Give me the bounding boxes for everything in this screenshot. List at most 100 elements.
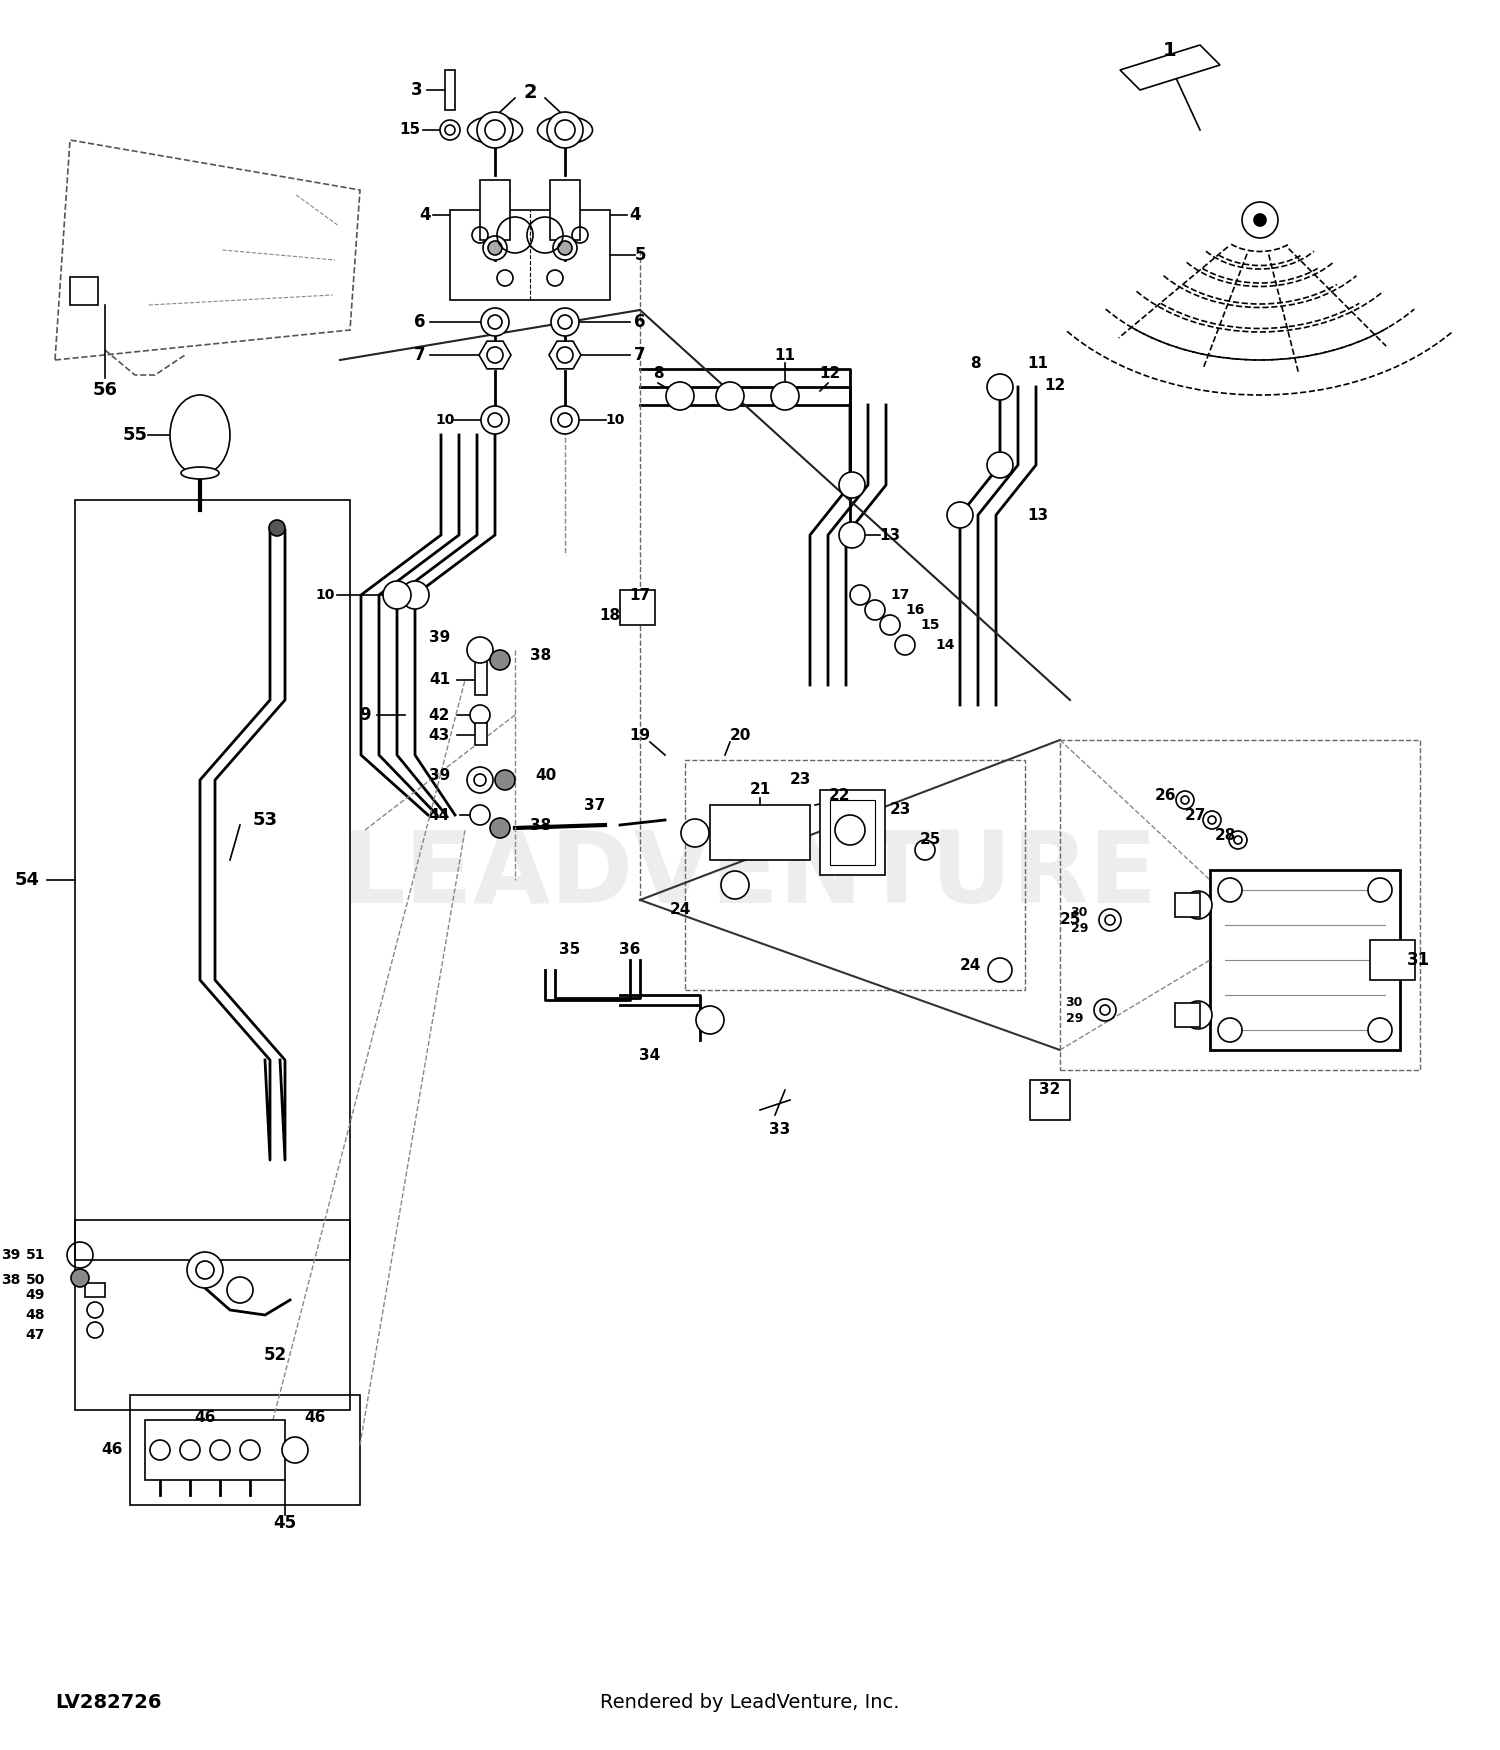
Text: 41: 41 <box>429 672 450 688</box>
Bar <box>130 1395 360 1505</box>
Bar <box>1030 1080 1069 1120</box>
Text: 8: 8 <box>652 366 663 380</box>
Bar <box>75 500 350 1260</box>
Text: 52: 52 <box>264 1346 286 1363</box>
Text: 33: 33 <box>770 1122 790 1138</box>
Circle shape <box>987 374 1012 401</box>
Text: 45: 45 <box>273 1514 297 1531</box>
Text: Rendered by LeadVenture, Inc.: Rendered by LeadVenture, Inc. <box>600 1692 900 1712</box>
Bar <box>75 1220 350 1411</box>
Text: 16: 16 <box>906 604 924 618</box>
Circle shape <box>1254 214 1266 226</box>
Circle shape <box>70 1269 88 1286</box>
Circle shape <box>771 382 800 410</box>
Text: 38: 38 <box>0 1272 20 1286</box>
Circle shape <box>382 581 411 609</box>
Circle shape <box>716 382 744 410</box>
Bar <box>1174 892 1200 917</box>
Text: 4: 4 <box>419 206 430 224</box>
Text: 46: 46 <box>304 1409 326 1424</box>
Bar <box>686 760 1024 990</box>
Circle shape <box>850 584 870 605</box>
Bar <box>476 660 488 695</box>
Text: 18: 18 <box>600 607 621 623</box>
Text: 22: 22 <box>830 788 850 803</box>
Text: 25: 25 <box>920 833 940 847</box>
Text: 9: 9 <box>358 705 370 724</box>
Text: 51: 51 <box>26 1248 45 1262</box>
Text: 38: 38 <box>530 817 552 833</box>
Ellipse shape <box>182 467 219 480</box>
Polygon shape <box>1120 46 1220 89</box>
Circle shape <box>896 635 915 654</box>
Circle shape <box>722 872 748 900</box>
Circle shape <box>470 705 490 724</box>
Text: 19: 19 <box>630 728 651 742</box>
Text: 10: 10 <box>435 413 454 427</box>
Circle shape <box>400 581 429 609</box>
Text: 2: 2 <box>524 82 537 102</box>
Circle shape <box>681 819 710 847</box>
Text: 39: 39 <box>0 1248 20 1262</box>
Text: LV282726: LV282726 <box>56 1692 162 1712</box>
Text: 1: 1 <box>1162 40 1178 60</box>
Circle shape <box>550 406 579 434</box>
Circle shape <box>666 382 694 410</box>
Text: 44: 44 <box>429 807 450 822</box>
Text: 47: 47 <box>26 1328 45 1342</box>
Text: 24: 24 <box>669 903 690 917</box>
Circle shape <box>554 236 578 261</box>
Text: 29: 29 <box>1065 1011 1083 1024</box>
Text: 10: 10 <box>315 588 334 602</box>
Circle shape <box>1368 1018 1392 1041</box>
Circle shape <box>1094 999 1116 1020</box>
Text: 7: 7 <box>634 346 646 364</box>
Text: 24: 24 <box>960 957 981 973</box>
Circle shape <box>839 473 866 499</box>
Text: 34: 34 <box>639 1048 660 1062</box>
Text: 54: 54 <box>15 872 40 889</box>
Text: 6: 6 <box>634 313 645 331</box>
Circle shape <box>490 649 510 670</box>
Text: 36: 36 <box>620 943 640 957</box>
Text: 6: 6 <box>414 313 426 331</box>
Text: 12: 12 <box>819 366 840 380</box>
Bar <box>1370 940 1414 980</box>
Circle shape <box>1100 908 1120 931</box>
Bar <box>830 800 874 864</box>
Circle shape <box>1228 831 1246 849</box>
Text: 49: 49 <box>26 1288 45 1302</box>
Circle shape <box>839 522 866 548</box>
Text: 3: 3 <box>411 80 423 100</box>
Circle shape <box>282 1437 308 1463</box>
Circle shape <box>466 637 494 663</box>
Polygon shape <box>478 341 512 369</box>
Text: 28: 28 <box>1215 828 1236 842</box>
Circle shape <box>188 1251 224 1288</box>
Text: 48: 48 <box>26 1307 45 1321</box>
Text: 17: 17 <box>630 588 651 602</box>
Text: 29: 29 <box>1071 922 1088 934</box>
Text: 14: 14 <box>936 639 954 653</box>
Bar <box>86 1283 105 1297</box>
Text: 11: 11 <box>774 348 795 362</box>
Text: 5: 5 <box>634 247 645 264</box>
Text: 53: 53 <box>252 810 278 829</box>
Text: 21: 21 <box>750 782 771 798</box>
Text: 42: 42 <box>429 707 450 723</box>
Circle shape <box>210 1440 230 1460</box>
Circle shape <box>482 406 508 434</box>
Text: 15: 15 <box>399 123 420 138</box>
Circle shape <box>150 1440 170 1460</box>
Text: 25: 25 <box>1059 912 1080 928</box>
Bar <box>821 789 885 875</box>
Circle shape <box>1218 1018 1242 1041</box>
Bar <box>446 70 454 110</box>
Bar <box>620 590 656 625</box>
Circle shape <box>1184 1001 1212 1029</box>
Text: 31: 31 <box>1407 950 1430 970</box>
Circle shape <box>268 520 285 536</box>
Bar <box>480 180 510 240</box>
Text: 8: 8 <box>969 355 981 371</box>
Bar <box>720 816 800 850</box>
